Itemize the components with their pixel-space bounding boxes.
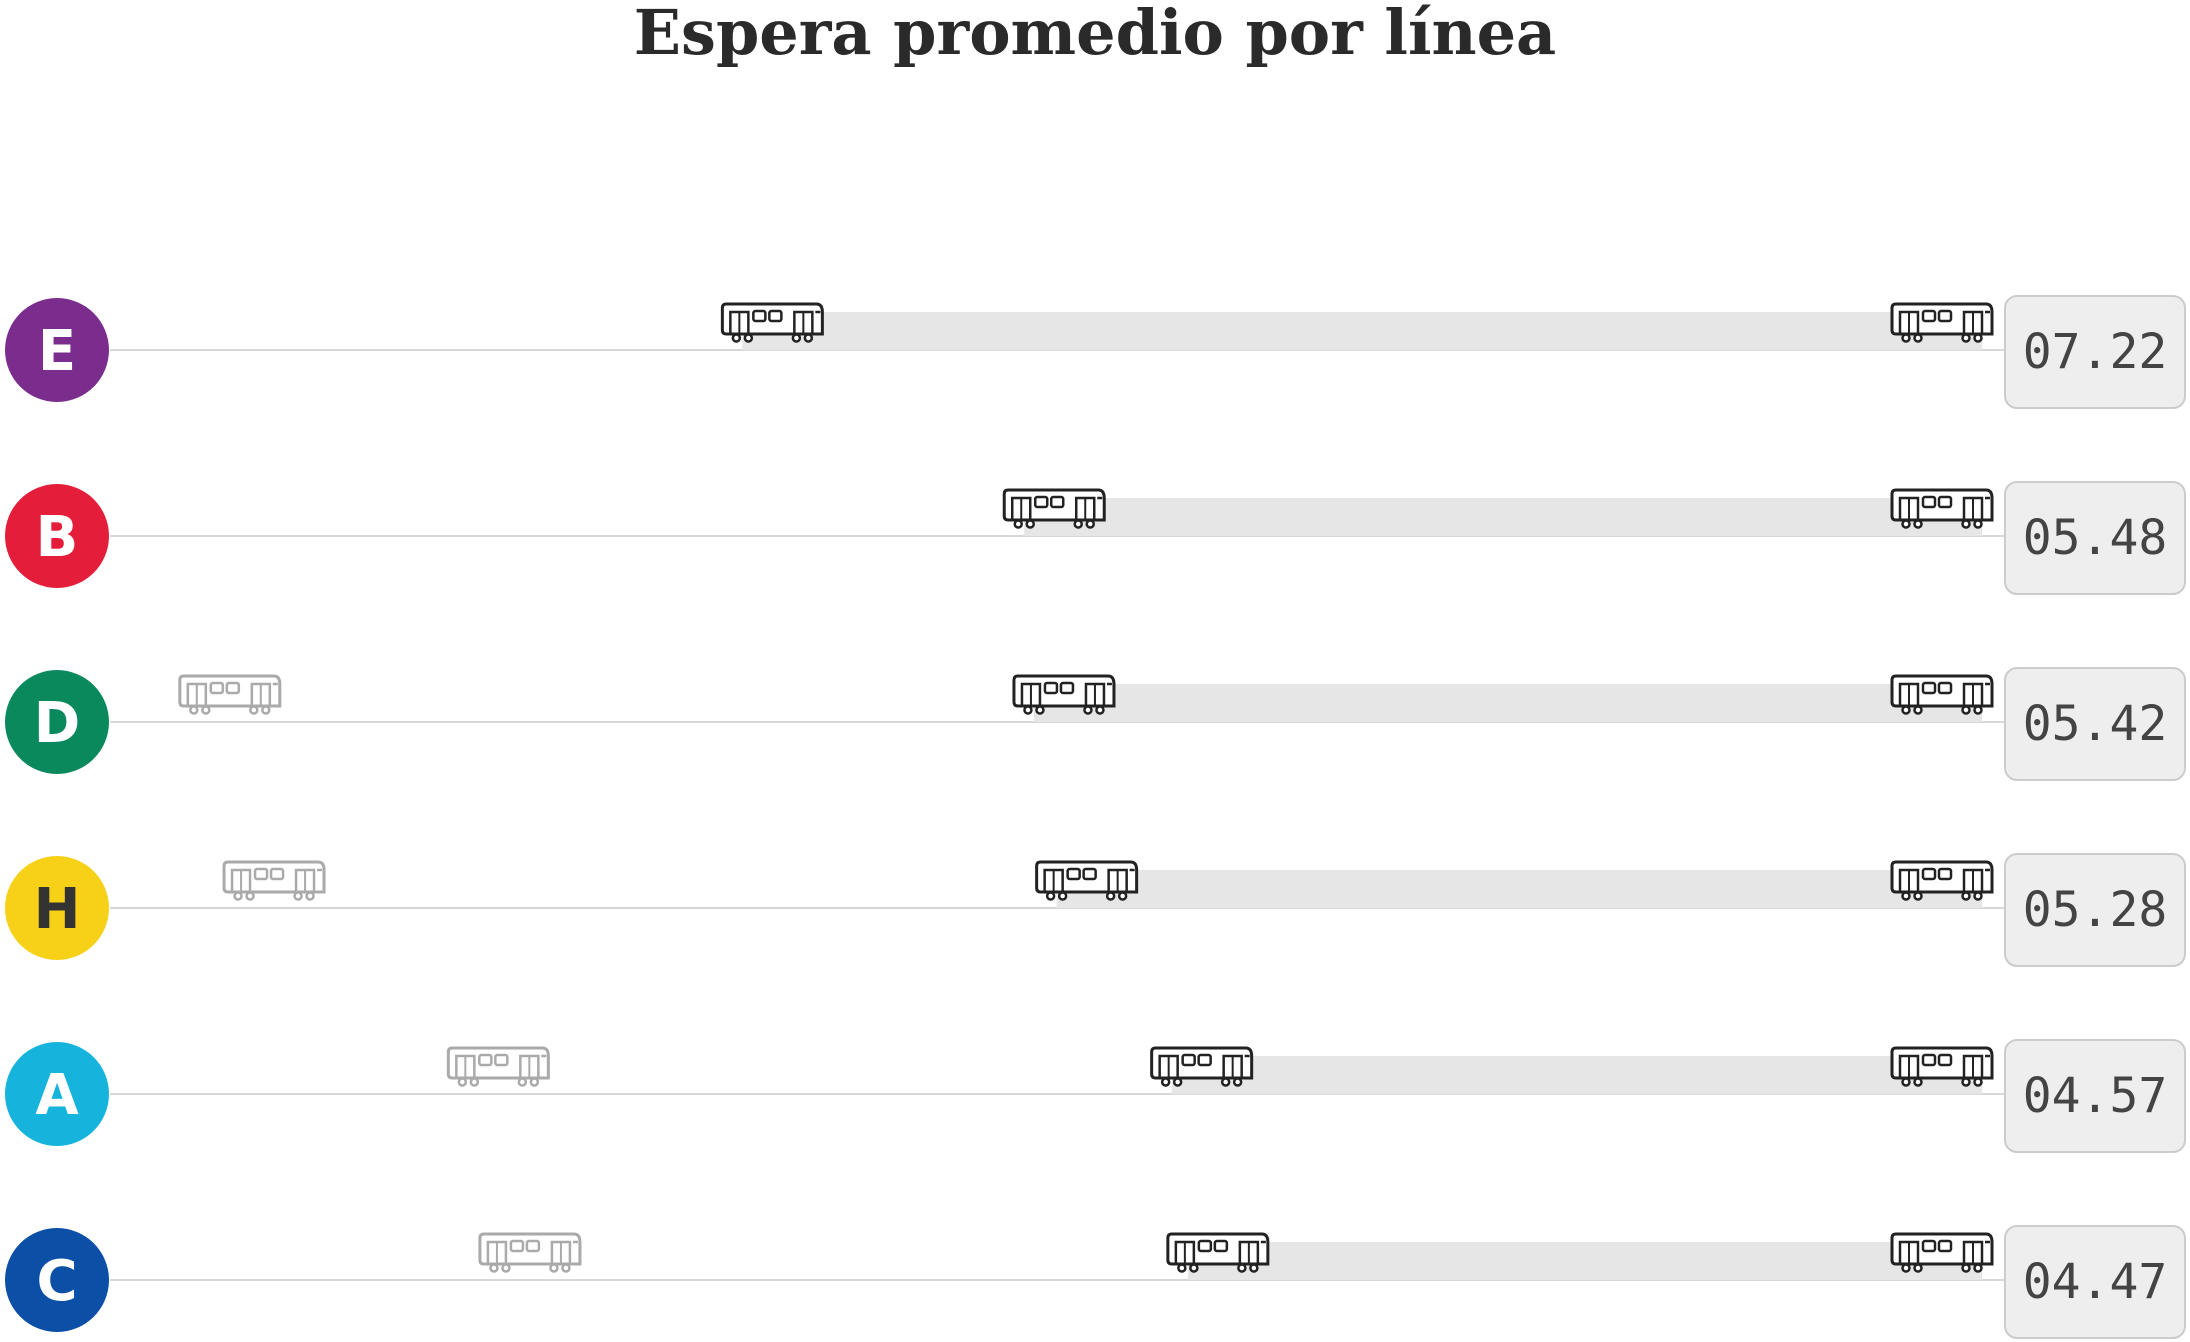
line-badge-label: C bbox=[36, 1249, 77, 1314]
line-badge-b: B bbox=[5, 484, 109, 588]
chart-row-e: E 07.22 bbox=[5, 295, 2186, 409]
bar-e bbox=[742, 312, 1982, 350]
train-icon bbox=[1166, 1232, 1270, 1273]
line-badge-d: D bbox=[5, 670, 109, 774]
train-icon bbox=[222, 860, 326, 901]
train-icon bbox=[1890, 1046, 1994, 1087]
value-box-e: 07.22 bbox=[2004, 295, 2186, 409]
value-box-h: 05.28 bbox=[2004, 853, 2186, 967]
line-badge-a: A bbox=[5, 1042, 109, 1146]
train-icon bbox=[178, 674, 282, 715]
train-icon bbox=[720, 302, 824, 343]
line-badge-e: E bbox=[5, 298, 109, 402]
line-badge-label: B bbox=[36, 505, 79, 570]
train-icon bbox=[1035, 860, 1139, 901]
bar-c bbox=[1187, 1242, 1982, 1280]
data-label: 04.57 bbox=[2023, 1068, 2168, 1124]
chart-row-c: C 04.47 bbox=[5, 1225, 2186, 1339]
line-badge-label: H bbox=[34, 877, 81, 942]
bar-h bbox=[1056, 870, 1982, 908]
train-icon bbox=[446, 1046, 550, 1087]
data-label: 07.22 bbox=[2023, 324, 2168, 380]
line-badge-label: E bbox=[38, 319, 76, 384]
train-icon bbox=[1890, 674, 1994, 715]
data-label: 04.47 bbox=[2023, 1254, 2168, 1310]
train-icon bbox=[1150, 1046, 1254, 1087]
line-badge-label: A bbox=[35, 1063, 79, 1128]
data-label: 05.48 bbox=[2023, 510, 2168, 566]
data-label: 05.42 bbox=[2023, 696, 2168, 752]
bar-a bbox=[1171, 1056, 1982, 1094]
bar-b bbox=[1024, 498, 1982, 536]
train-icon bbox=[1890, 860, 1994, 901]
train-icon bbox=[1890, 488, 1994, 529]
chart-row-h: H 05.28 bbox=[5, 853, 2186, 967]
train-icon bbox=[478, 1232, 582, 1273]
line-badge-c: C bbox=[5, 1228, 109, 1332]
value-box-d: 05.42 bbox=[2004, 667, 2186, 781]
chart-title: Espera promedio por línea bbox=[633, 0, 1557, 69]
train-icon bbox=[1890, 1232, 1994, 1273]
line-badge-h: H bbox=[5, 856, 109, 960]
data-label: 05.28 bbox=[2023, 882, 2168, 938]
chart-row-b: B 05.48 bbox=[5, 481, 2186, 595]
line-badge-label: D bbox=[34, 691, 80, 756]
train-icon bbox=[1012, 674, 1116, 715]
chart-row-a: A 04.57 bbox=[5, 1039, 2186, 1153]
bar-d bbox=[1033, 684, 1982, 722]
chart-row-d: D 05.42 bbox=[5, 667, 2186, 781]
value-box-c: 04.47 bbox=[2004, 1225, 2186, 1339]
train-icon bbox=[1890, 302, 1994, 343]
train-icon bbox=[1002, 488, 1106, 529]
value-box-a: 04.57 bbox=[2004, 1039, 2186, 1153]
value-box-b: 05.48 bbox=[2004, 481, 2186, 595]
